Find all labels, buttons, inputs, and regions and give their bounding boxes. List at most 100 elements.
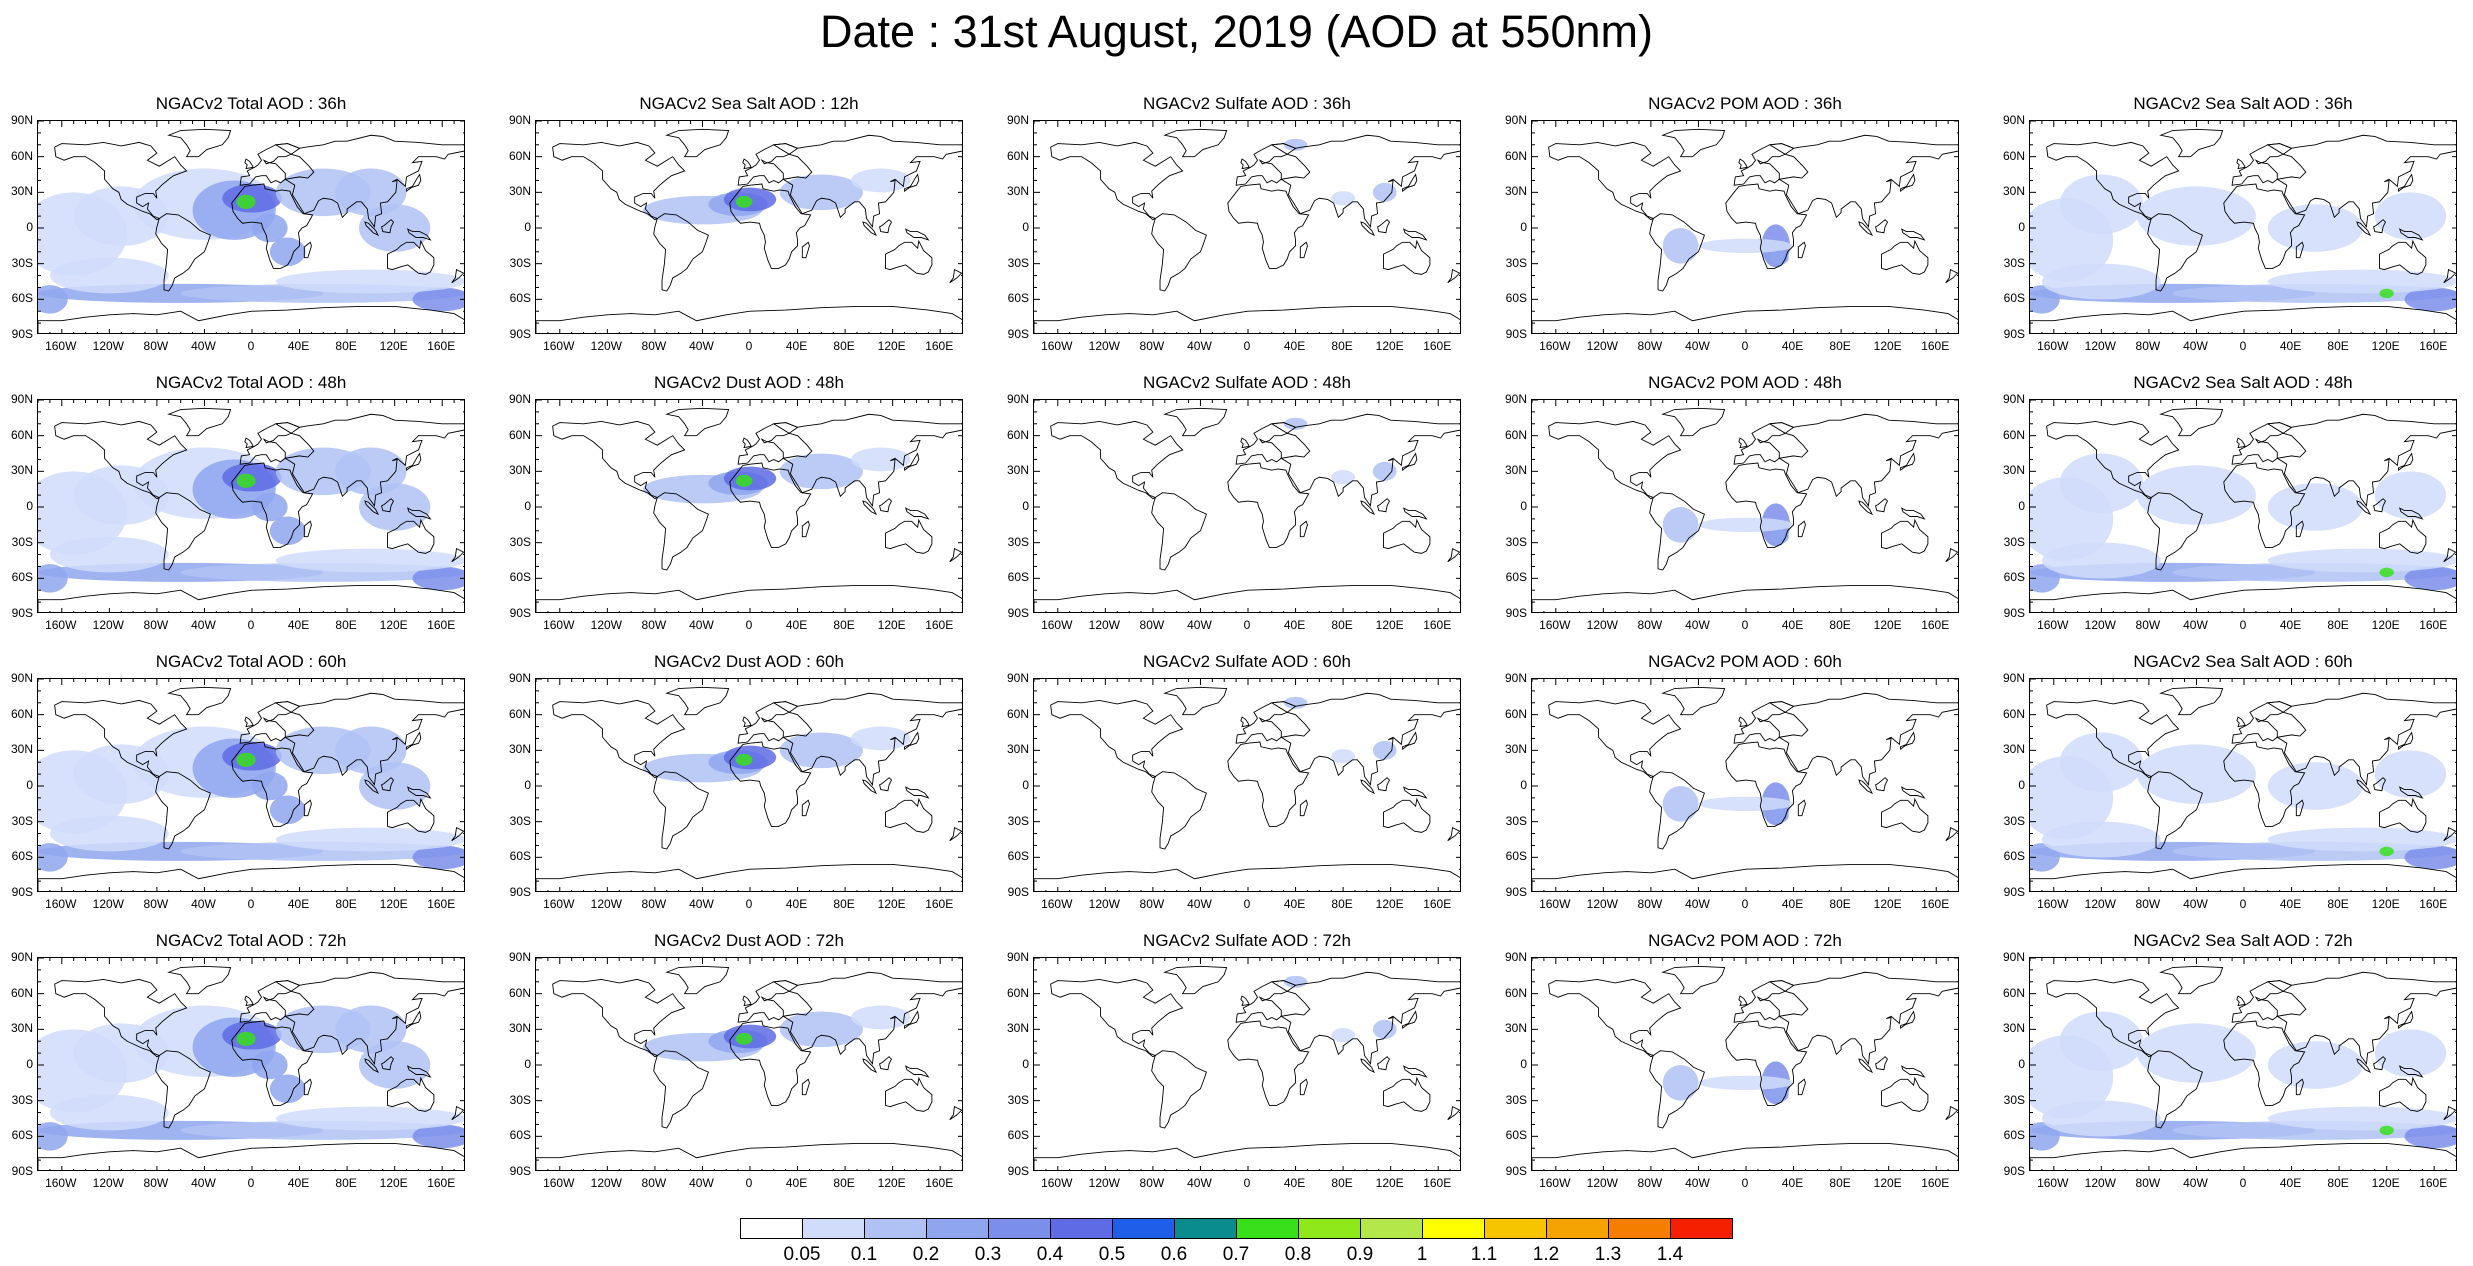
coastline bbox=[1163, 407, 1228, 437]
lon-tick-label: 160E bbox=[427, 339, 456, 353]
lon-tick-label: 0 bbox=[745, 897, 753, 911]
aod-field bbox=[1662, 503, 1794, 547]
coastline bbox=[2231, 143, 2293, 186]
lon-tick-label: 160W bbox=[1539, 1176, 1571, 1190]
coastline bbox=[1383, 1076, 1431, 1112]
map-seasalt bbox=[2030, 679, 2456, 891]
coastlines bbox=[1034, 965, 1460, 1170]
aod-blob bbox=[735, 1032, 753, 1045]
coastline bbox=[729, 183, 812, 269]
lat-tick-label: 60S bbox=[509, 570, 531, 585]
lat-tick-label: 30S bbox=[509, 255, 531, 270]
coastline bbox=[303, 1078, 312, 1096]
coastline bbox=[167, 965, 232, 995]
coastline bbox=[1661, 686, 1726, 716]
lat-tick-label: 30N bbox=[1504, 463, 1527, 478]
lat-tick-label: 60N bbox=[10, 706, 33, 721]
coastline bbox=[1768, 134, 1958, 229]
aod-blob bbox=[1372, 1019, 1397, 1039]
coastline bbox=[2398, 1010, 2414, 1030]
coastline bbox=[665, 128, 730, 158]
coastline bbox=[1649, 213, 1705, 292]
coastline bbox=[364, 1058, 380, 1074]
lat-tick-label: 60N bbox=[2002, 985, 2025, 1000]
coastline bbox=[653, 1050, 709, 1129]
coastline bbox=[1227, 462, 1310, 548]
map-total bbox=[38, 958, 464, 1170]
aod-blob bbox=[236, 473, 256, 488]
lat-tick-label: 90S bbox=[1007, 885, 1029, 899]
coastline bbox=[406, 173, 422, 193]
lon-tick-label: 80W bbox=[1637, 339, 1663, 353]
colorbar-label: 0.5 bbox=[1098, 1244, 1126, 1265]
coastline bbox=[2398, 228, 2424, 241]
coastline bbox=[2295, 1078, 2304, 1096]
lon-tick-label: 0 bbox=[1243, 897, 1251, 911]
lon-tick-label: 80E bbox=[2327, 339, 2349, 353]
coastline bbox=[879, 219, 893, 234]
coastline bbox=[38, 306, 464, 333]
coastline bbox=[552, 141, 686, 221]
aod-field bbox=[38, 168, 464, 314]
lon-tick-label: 40E bbox=[785, 618, 808, 632]
lon-tick-label: 40W bbox=[2183, 1176, 2208, 1190]
map-seasalt bbox=[2030, 121, 2456, 333]
coastline bbox=[665, 686, 730, 716]
aod-blob bbox=[2030, 564, 2060, 593]
coastline bbox=[54, 699, 188, 779]
coastline bbox=[2231, 422, 2293, 465]
lat-tick-label: 90S bbox=[1007, 606, 1029, 620]
lat-tick-label: 90N bbox=[2002, 950, 2025, 964]
coastline bbox=[387, 1076, 435, 1112]
panel-title: NGACv2 Total AOD : 48h bbox=[155, 373, 347, 392]
lon-tick-label: 80E bbox=[1331, 1176, 1353, 1190]
coastlines bbox=[2030, 407, 2456, 612]
lon-tick-label: 120E bbox=[1375, 1176, 1404, 1190]
coastline bbox=[885, 518, 933, 554]
lat-tick-label: 90N bbox=[508, 392, 531, 406]
aod-blob bbox=[1698, 796, 1794, 811]
frame-ticks bbox=[1034, 121, 1460, 333]
lat-tick-label: 30N bbox=[10, 184, 33, 199]
coastline bbox=[54, 141, 188, 221]
coastline bbox=[231, 183, 314, 269]
coastline bbox=[949, 826, 962, 842]
lat-tick-label: 60N bbox=[508, 148, 531, 163]
aod-blob bbox=[2030, 1122, 2060, 1151]
lon-tick-label: 120E bbox=[1873, 897, 1902, 911]
coastline bbox=[1875, 777, 1889, 792]
colorbar-swatch bbox=[740, 1218, 803, 1239]
coastline bbox=[904, 228, 930, 241]
aod-blob bbox=[2267, 269, 2456, 294]
panel-title: NGACv2 POM AOD : 60h bbox=[1648, 652, 1842, 671]
lat-tick-label: 0 bbox=[2018, 220, 2025, 234]
lon-tick-label: 40E bbox=[287, 1176, 310, 1190]
coastline bbox=[904, 1010, 920, 1030]
map-frame bbox=[535, 678, 963, 892]
lon-tick-label: 80E bbox=[1829, 897, 1851, 911]
lat-tick-label: 30S bbox=[1007, 534, 1029, 549]
lon-tick-label: 160E bbox=[2419, 1176, 2448, 1190]
colorbar-label: 0.1 bbox=[850, 1244, 878, 1265]
coastline bbox=[1447, 268, 1460, 284]
lon-tick-label: 120E bbox=[1375, 618, 1404, 632]
frame-ticks bbox=[38, 958, 464, 1170]
coastline bbox=[1151, 492, 1207, 571]
lon-tick-label: 160E bbox=[427, 618, 456, 632]
aod-blob bbox=[275, 269, 464, 294]
coastline bbox=[381, 219, 395, 234]
lon-tick-label: 120W bbox=[92, 618, 124, 632]
lon-tick-label: 160W bbox=[45, 618, 77, 632]
lat-tick-label: 60S bbox=[2003, 1128, 2025, 1143]
lon-tick-label: 160E bbox=[427, 1176, 456, 1190]
lat-tick-label: 0 bbox=[1520, 1057, 1527, 1071]
coastline bbox=[2443, 268, 2456, 284]
aod-field bbox=[643, 1005, 911, 1062]
coastline bbox=[1402, 1010, 1418, 1030]
coastline bbox=[274, 692, 464, 787]
aod-field bbox=[38, 447, 464, 593]
map-dust bbox=[536, 679, 962, 891]
lat-tick-label: 90S bbox=[2003, 1164, 2025, 1178]
coastline bbox=[1360, 1058, 1376, 1074]
frame-ticks bbox=[1532, 400, 1958, 612]
